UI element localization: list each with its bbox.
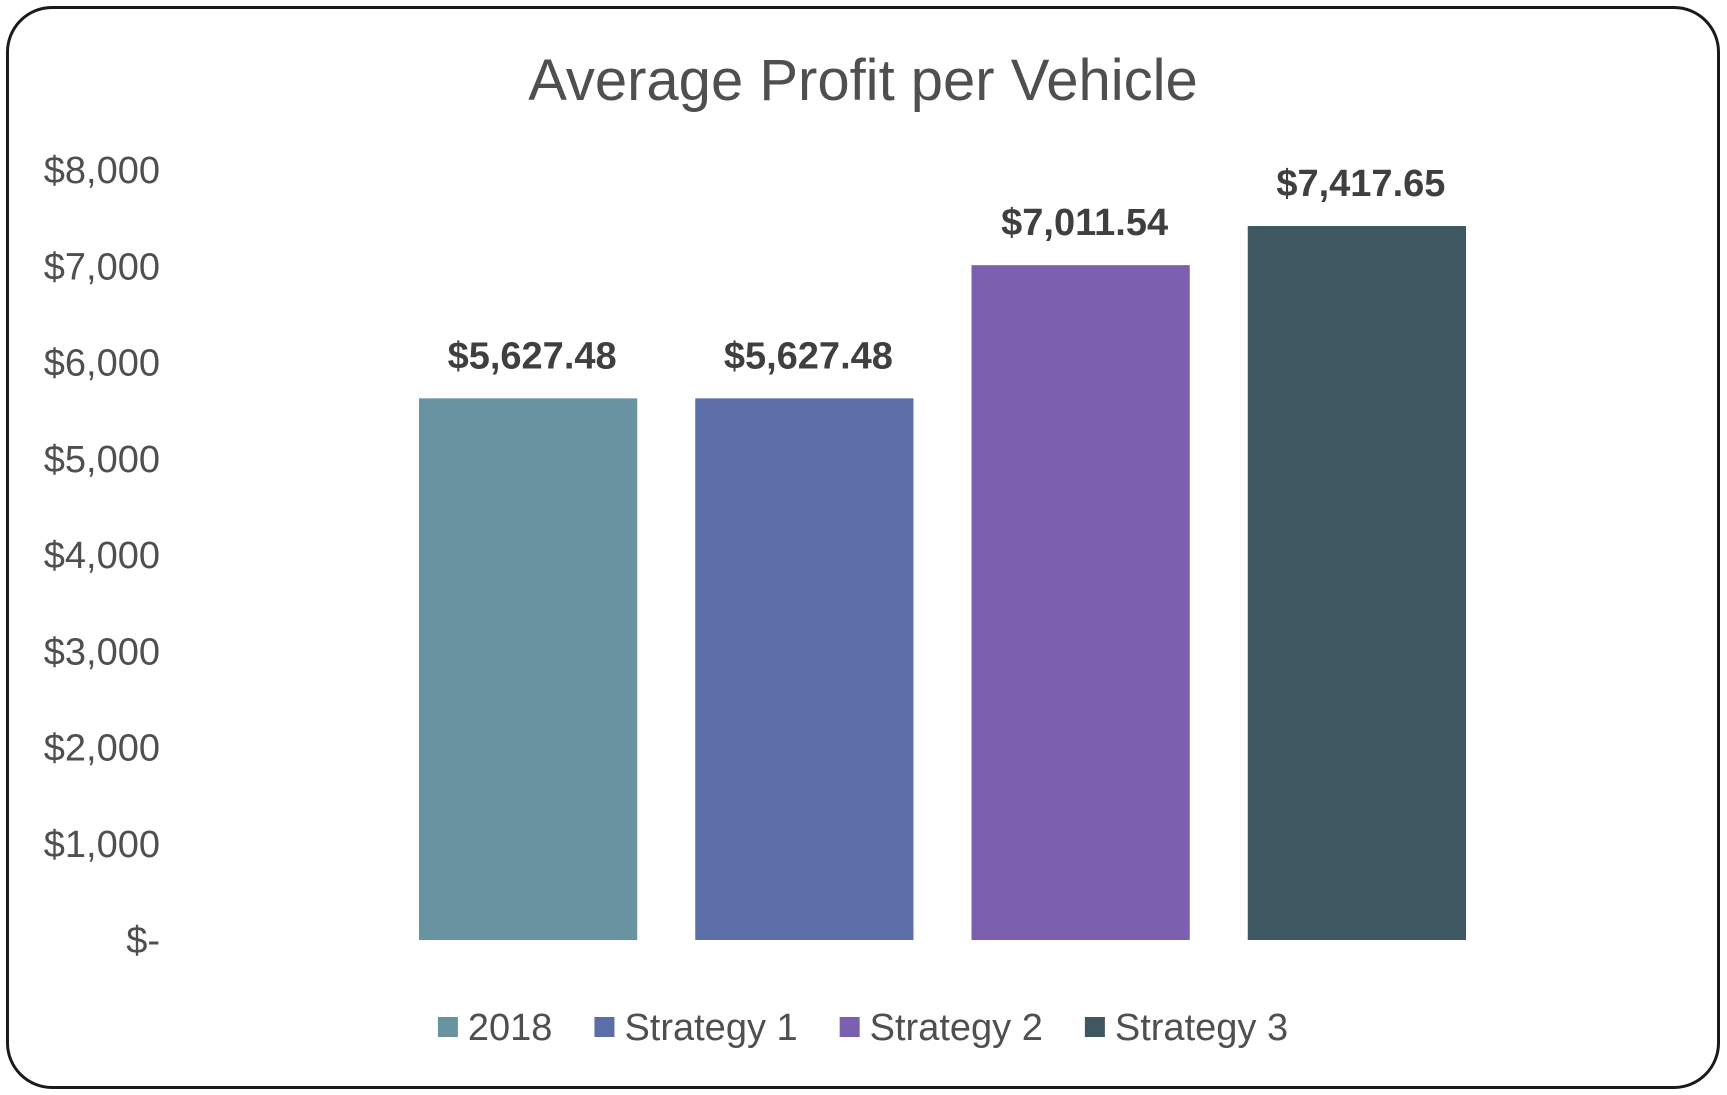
legend-item-label: Strategy 2: [870, 1007, 1043, 1049]
bars: [419, 226, 1466, 940]
legend-item-label: Strategy 1: [624, 1007, 797, 1049]
legend-swatch: [594, 1017, 615, 1037]
y-tick-label: $6,000: [44, 343, 160, 385]
bar: [419, 398, 638, 940]
data-labels: $5,627.48 $5,627.48 $7,011.54 $7,417.65: [448, 163, 1446, 377]
y-tick-label: $8,000: [44, 150, 160, 192]
legend-swatch: [1084, 1017, 1105, 1037]
data-label: $5,627.48: [448, 335, 617, 377]
legend-swatch: [437, 1017, 458, 1037]
legend: 2018 Strategy 1 Strategy 2 Strategy 3: [437, 1007, 1288, 1049]
data-label: $5,627.48: [724, 335, 893, 377]
legend-swatch: [839, 1017, 860, 1037]
legend-item-label: Strategy 3: [1115, 1007, 1288, 1049]
y-tick-label: $3,000: [44, 631, 160, 673]
data-label: $7,417.65: [1276, 163, 1445, 205]
y-tick-label: $2,000: [44, 728, 160, 770]
legend-item-label: 2018: [468, 1007, 553, 1049]
y-tick-label: $1,000: [44, 824, 160, 866]
y-tick-label: $-: [126, 920, 160, 962]
y-tick-label: $5,000: [44, 439, 160, 481]
y-tick-label: $7,000: [44, 246, 160, 288]
bar: [971, 265, 1190, 940]
y-axis: $- $1,000 $2,000 $3,000 $4,000 $5,000 $6,000 $7…: [44, 150, 160, 962]
data-label: $7,011.54: [1001, 202, 1168, 244]
bar: [1247, 226, 1466, 940]
bar: [695, 398, 914, 940]
chart-title: Average Profit per Vehicle: [528, 48, 1198, 113]
y-tick-label: $4,000: [44, 535, 160, 577]
